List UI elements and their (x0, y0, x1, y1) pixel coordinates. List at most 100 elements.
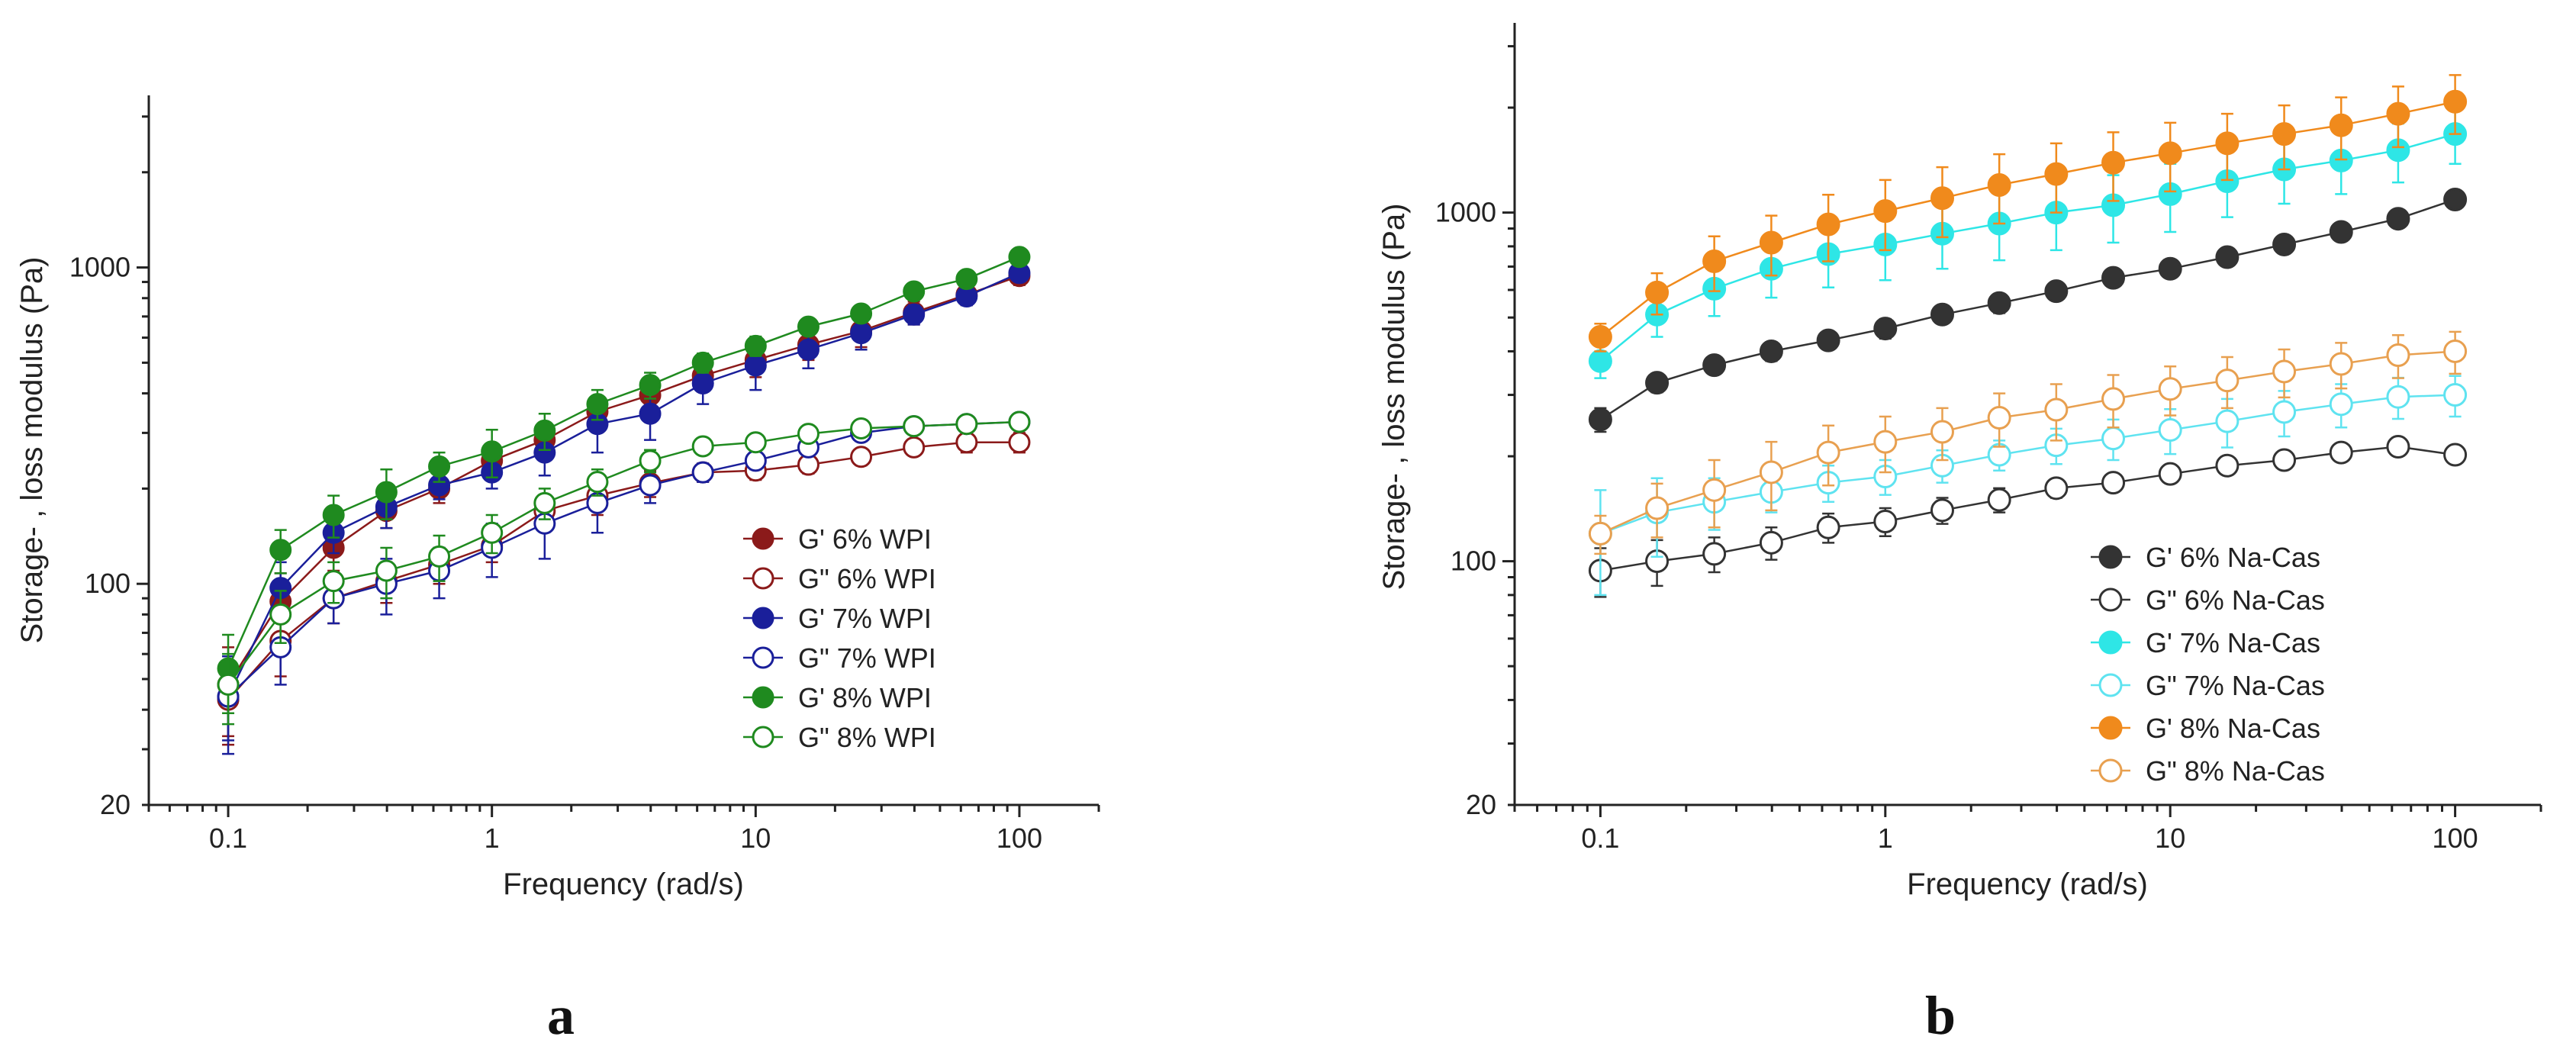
data-point (1588, 325, 1612, 349)
data-point (903, 436, 926, 459)
series-line (227, 256, 1020, 669)
data-point (2272, 232, 2297, 256)
data-point (1930, 186, 1954, 211)
chart-b: 0.1 1 10 100 20 100 1000 Frequency (rad/s) Stora… (1377, 23, 2542, 1046)
data-point (533, 419, 556, 442)
legend-label: G' 6% Na-Cas (2146, 542, 2320, 573)
data-point (2215, 245, 2240, 269)
data-point (2158, 462, 2182, 486)
series-6 (1588, 330, 2468, 555)
y-axis-label: Storage- , loss modulus (Pa) (15, 257, 49, 644)
data-point (375, 481, 398, 504)
x-tick-label: 10 (2155, 822, 2185, 854)
data-point (481, 521, 504, 544)
chart-a: 0.1 1 10 100 20 100 1000 Frequency (rad/s) Stora… (15, 95, 1100, 1046)
x-axis-label: Frequency (rad/s) (503, 867, 744, 901)
x-tick-label: 100 (2433, 822, 2478, 854)
series-2 (1588, 435, 2468, 598)
data-point (1008, 246, 1031, 269)
data-point (481, 440, 504, 463)
legend-label: G" 6% WPI (798, 563, 936, 594)
x-tick-label: 1 (485, 822, 500, 854)
legend-marker (2098, 716, 2123, 740)
data-point (1702, 478, 1727, 502)
data-point (2101, 426, 2126, 451)
data-point (2443, 443, 2468, 467)
legend-marker (752, 607, 774, 629)
x-axis-label: Frequency (rad/s) (1907, 867, 2148, 901)
legend-label: G" 6% Na-Cas (2146, 584, 2325, 616)
data-point (1816, 212, 1840, 237)
data-point (1645, 371, 1670, 395)
series-line (1599, 394, 2455, 535)
data-point (1816, 440, 1840, 465)
legend-label: G' 8% WPI (798, 682, 932, 713)
legend-label: G" 8% WPI (798, 722, 936, 753)
data-point (850, 322, 873, 345)
data-point (2329, 113, 2353, 137)
legend: G' 6% WPI G" 6% WPI G' 7% WPI G" 7% WPI G' 8… (743, 523, 936, 753)
data-point (850, 302, 873, 325)
data-point (744, 431, 767, 454)
series-6 (217, 410, 1031, 726)
series-line (227, 420, 1020, 686)
data-point (744, 449, 767, 472)
data-point (2158, 377, 2182, 401)
legend-label: G' 7% Na-Cas (2146, 627, 2320, 658)
series-line (1599, 198, 2455, 420)
data-point (1759, 460, 1783, 484)
y-axis-label: Storage- , loss modulus (Pa) (1377, 204, 1411, 591)
legend-marker (2098, 630, 2123, 655)
data-point (1008, 410, 1031, 433)
data-point (2386, 101, 2410, 126)
series-line (1599, 133, 2455, 362)
data-point (639, 402, 662, 425)
data-point (2329, 220, 2353, 244)
data-point (1930, 498, 1954, 523)
data-point (2386, 385, 2410, 409)
data-point (2443, 188, 2468, 212)
data-point (1987, 488, 2011, 512)
data-point (1759, 339, 1783, 363)
x-tick-label: 0.1 (1581, 822, 1619, 854)
data-point (903, 415, 926, 438)
legend-marker (2098, 545, 2123, 569)
series-line (1599, 350, 2455, 535)
data-point (2101, 471, 2126, 495)
data-point (2329, 352, 2353, 376)
data-point (1588, 349, 1612, 373)
legend-marker (752, 646, 774, 669)
data-point (903, 280, 926, 303)
data-point (2272, 122, 2297, 146)
data-point (1645, 280, 1670, 304)
data-point (2386, 435, 2410, 459)
y-tick-label: 1000 (1435, 197, 1496, 228)
data-point (1987, 291, 2011, 315)
data-point (428, 545, 451, 568)
data-point (2101, 266, 2126, 290)
series-line (227, 441, 1019, 701)
data-point (691, 351, 714, 374)
y-tick-label: 100 (1451, 546, 1496, 577)
data-point (2215, 131, 2240, 156)
data-point (744, 354, 767, 377)
series-line (227, 420, 1020, 697)
data-point (269, 603, 292, 626)
data-point (2044, 162, 2069, 186)
legend-label: G' 8% Na-Cas (2146, 713, 2320, 744)
data-point (2215, 453, 2240, 478)
data-point (2044, 279, 2069, 304)
legend: G' 6% Na-Cas G" 6% Na-Cas G' 7% Na-Cas G" 7… (2091, 542, 2325, 787)
data-point (1702, 353, 1727, 378)
panel-label: a (547, 985, 575, 1046)
x-tick-label: 1 (1878, 822, 1893, 854)
y-tick-label: 20 (100, 789, 130, 820)
legend-marker (752, 686, 774, 709)
data-point (639, 474, 662, 497)
legend-label: G' 6% WPI (798, 523, 932, 555)
data-point (2386, 207, 2410, 231)
data-point (1008, 431, 1031, 454)
data-point (1873, 510, 1898, 534)
data-point (2101, 150, 2126, 175)
data-point (2158, 418, 2182, 443)
